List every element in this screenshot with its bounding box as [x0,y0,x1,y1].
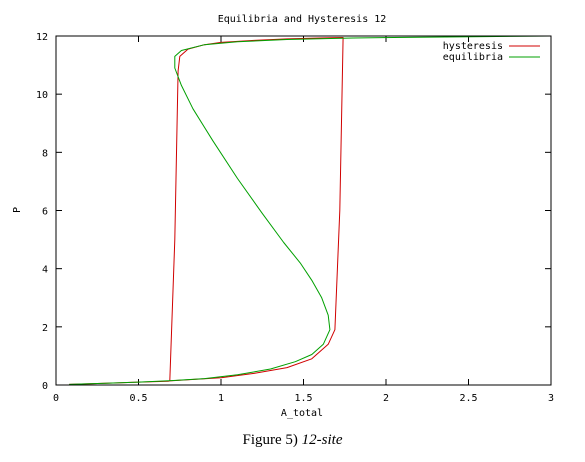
x-tick-label: 3 [548,393,554,404]
plot-area-frame [55,35,552,386]
x-axis-label: A_total [281,408,323,419]
y-tick-label: 8 [42,148,48,159]
chart-title: Equilibria and Hysteresis 12 [218,14,387,25]
legend-label-equilibria: equilibria [443,52,503,63]
y-tick-label: 2 [42,323,48,334]
y-tick-label: 10 [36,90,48,101]
x-tick-label: 1.5 [294,393,312,404]
x-tick-label: 2 [383,393,389,404]
y-tick-label: 4 [42,265,48,276]
x-tick-label: 0.5 [129,393,147,404]
y-tick-label: 12 [36,32,48,43]
figure-caption: Figure 5) 12-site [0,432,585,449]
series-layer [69,35,552,385]
chart: Equilibria and Hysteresis 12 A_total P 0… [12,14,555,419]
caption-text: 12-site [301,432,343,448]
y-tick-label: 0 [42,381,48,392]
legend-label-hysteresis: hysteresis [443,41,503,52]
x-tick-label: 2.5 [459,393,477,404]
x-tick-label: 1 [218,393,224,404]
caption-label: Figure 5) [242,432,298,448]
x-tick-label: 0 [53,393,59,404]
axis-ticks: 0 0.5 1 1.5 2 2.5 3 0 2 4 6 8 10 12 [36,32,554,404]
series-line-equilibria [69,35,552,385]
y-axis-label: P [12,207,23,213]
y-tick-label: 6 [42,207,48,218]
